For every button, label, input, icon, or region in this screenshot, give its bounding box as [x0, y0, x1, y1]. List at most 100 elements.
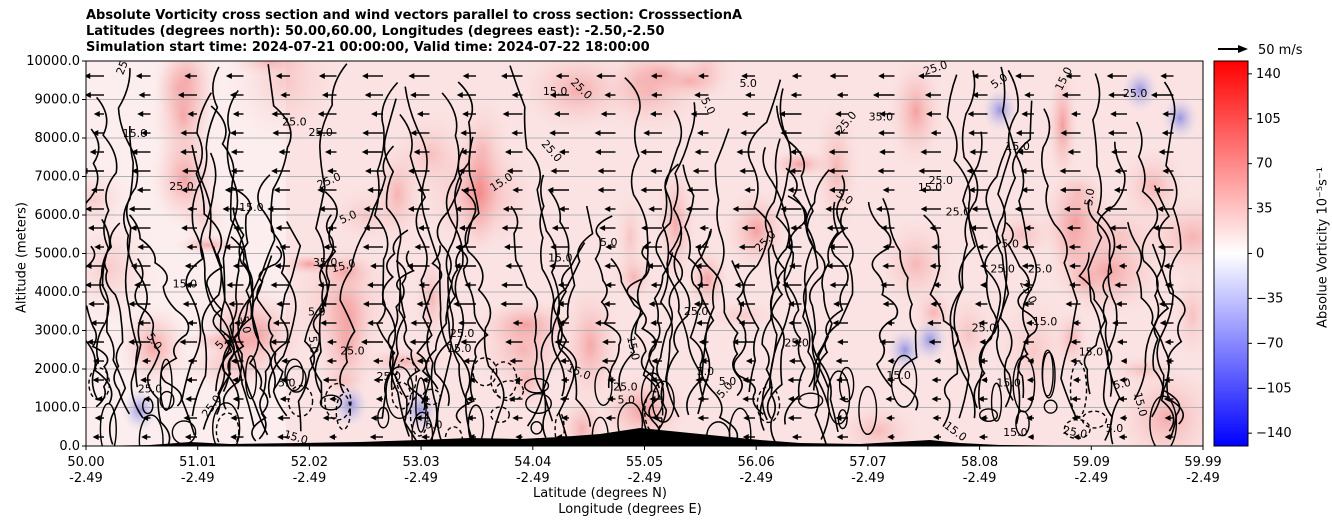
wind-vector-head: [280, 377, 287, 383]
wind-vector-head: [1157, 244, 1164, 250]
wind-vector-head: [559, 358, 566, 364]
y-tick-label: 8000.0: [35, 131, 81, 146]
contour-line: [117, 68, 139, 388]
wind-vector-head: [226, 282, 233, 288]
contour-line: [689, 230, 739, 445]
wind-vector-head: [406, 263, 413, 269]
wind-vector-head: [505, 339, 512, 345]
contour-line: [339, 145, 395, 394]
wind-vector-head: [558, 320, 565, 326]
wind-vector-head: [972, 73, 979, 79]
wind-vector-head: [1162, 168, 1169, 174]
wind-vector-head: [887, 434, 894, 440]
wind-vector-head: [1113, 187, 1120, 193]
wind-vector-head: [978, 434, 985, 440]
wind-vector-head: [92, 377, 99, 383]
contour-line: [233, 174, 276, 436]
contour-label: 5.0: [237, 315, 253, 335]
wind-vector-head: [182, 301, 189, 307]
wind-vector-head: [180, 130, 187, 136]
wind-vector-head: [742, 434, 749, 440]
wind-vector-head: [272, 320, 279, 326]
wind-vector-head: [1070, 396, 1077, 402]
contour-label: 15.0: [1131, 391, 1150, 418]
wind-vector-head: [1160, 73, 1167, 79]
wind-vector-head: [1116, 339, 1123, 345]
wind-vector-head: [690, 111, 697, 117]
wind-vector-head: [686, 187, 693, 193]
x-tick-label-lon: -2.49: [293, 471, 327, 486]
wind-vector-head: [700, 358, 707, 364]
wind-vector-head: [224, 244, 231, 250]
wind-vector-head: [1165, 358, 1172, 364]
wind-vector-head: [877, 168, 884, 174]
contour-line: [610, 258, 661, 446]
wind-vector-head: [515, 434, 522, 440]
contour-line: [618, 77, 649, 392]
wind-vector-head: [555, 73, 562, 79]
contour-line: [86, 245, 109, 408]
contour-line: [530, 420, 543, 435]
wind-vector-head: [327, 225, 334, 231]
wind-vector-head: [1164, 415, 1171, 421]
wind-vector-head: [734, 282, 741, 288]
wind-vector-head: [186, 244, 193, 250]
wind-vector-head: [128, 301, 135, 307]
wind-vector-head: [549, 130, 556, 136]
y-tick-label: 9000.0: [35, 93, 81, 108]
contour-line: [946, 74, 977, 419]
wind-vector-head: [698, 73, 705, 79]
colorbar-tick-label: 0: [1256, 247, 1264, 262]
wind-vector-head: [640, 149, 647, 155]
contour-line: [404, 86, 452, 443]
wind-vector-head: [181, 187, 188, 193]
contour-line: [1152, 185, 1175, 432]
wind-vector-head: [1021, 263, 1028, 269]
wind-vector-head: [920, 206, 927, 212]
wind-vector-head: [550, 244, 557, 250]
wind-vector-head: [1061, 92, 1068, 98]
wind-vector-head: [90, 187, 97, 193]
wind-vector-head: [1065, 73, 1072, 79]
colorbar-tick-label: 70: [1256, 157, 1273, 172]
wind-vector-head: [373, 377, 380, 383]
wind-vector-head: [363, 206, 370, 212]
contour-line: [86, 128, 113, 405]
contour-line: [287, 384, 314, 418]
wind-vector-head: [272, 130, 279, 136]
contour-line: [1149, 395, 1178, 446]
wind-vector-head: [462, 187, 469, 193]
wind-vector-head: [137, 320, 144, 326]
x-tick-label-lon: -2.49: [69, 471, 103, 486]
wind-vector-head: [1026, 320, 1033, 326]
wind-vector-head: [836, 434, 843, 440]
wind-vector-head: [320, 301, 327, 307]
wind-vector-head: [187, 358, 194, 364]
contour-line: [1081, 410, 1108, 429]
wind-vector-head: [554, 339, 561, 345]
contour-label: 25.0: [308, 126, 333, 139]
wind-vector-head: [416, 301, 423, 307]
wind-vector-head: [833, 130, 840, 136]
wind-vector-head: [603, 301, 610, 307]
wind-vector-head: [879, 149, 886, 155]
contour-line: [523, 377, 550, 394]
wind-vector-head: [981, 377, 988, 383]
wind-vector-head: [88, 301, 95, 307]
contour-line: [1040, 108, 1078, 418]
contour-label: 5.0: [1082, 188, 1097, 207]
vorticity-patch: [768, 149, 832, 179]
y-tick-label: 4000.0: [35, 285, 81, 300]
contour-line: [923, 214, 959, 428]
wind-vector-head: [788, 301, 795, 307]
wind-vector-head: [931, 396, 938, 402]
contour-line: [284, 358, 304, 392]
wind-vector-head: [414, 244, 421, 250]
wind-vector-head: [1017, 149, 1024, 155]
contour-line: [1083, 198, 1113, 395]
wind-vector-head: [1070, 339, 1077, 345]
wind-vector-head: [835, 111, 842, 117]
wind-vector-head: [736, 149, 743, 155]
wind-vector-head: [183, 415, 190, 421]
